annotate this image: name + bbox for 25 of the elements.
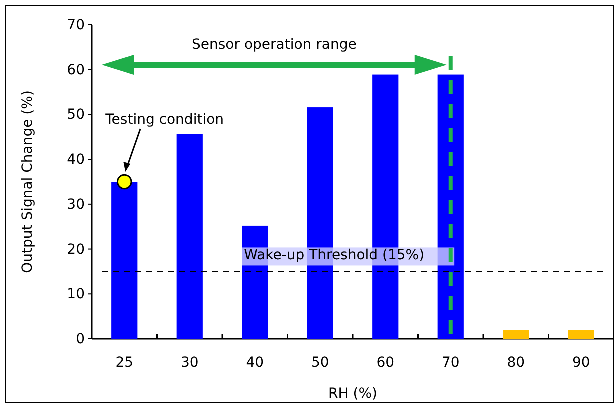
y-tick-label: 20 bbox=[67, 242, 85, 258]
y-tick-label: 70 bbox=[67, 17, 85, 34]
x-tick-label: 80 bbox=[507, 355, 526, 372]
y-tick-label: 0 bbox=[76, 331, 85, 348]
x-tick-label: 40 bbox=[246, 355, 264, 372]
x-tick-label: 25 bbox=[116, 355, 134, 372]
y-tick-label: 40 bbox=[67, 152, 85, 168]
y-tick-label: 60 bbox=[67, 62, 85, 78]
x-tick-label: 30 bbox=[180, 355, 199, 372]
x-axis-title: RH (%) bbox=[328, 386, 378, 402]
bar bbox=[112, 182, 138, 339]
y-tick-label: 10 bbox=[67, 286, 85, 303]
y-tick-label: 30 bbox=[67, 196, 85, 213]
y-axis-title: Output Signal Change (%) bbox=[20, 90, 36, 274]
annotation: Sensor operation range bbox=[192, 37, 357, 53]
y-tick-label: 50 bbox=[67, 107, 85, 124]
ref-line-label: Wake-up Threshold (15%) bbox=[244, 248, 425, 264]
x-tick-label: 60 bbox=[376, 355, 395, 372]
x-tick-label: 50 bbox=[311, 355, 330, 372]
x-tick-label: 70 bbox=[442, 355, 460, 372]
bar bbox=[176, 134, 203, 339]
bar bbox=[568, 330, 594, 339]
x-tick-label: 90 bbox=[572, 355, 590, 372]
bar bbox=[503, 330, 530, 339]
annotation: Testing condition bbox=[104, 112, 224, 128]
